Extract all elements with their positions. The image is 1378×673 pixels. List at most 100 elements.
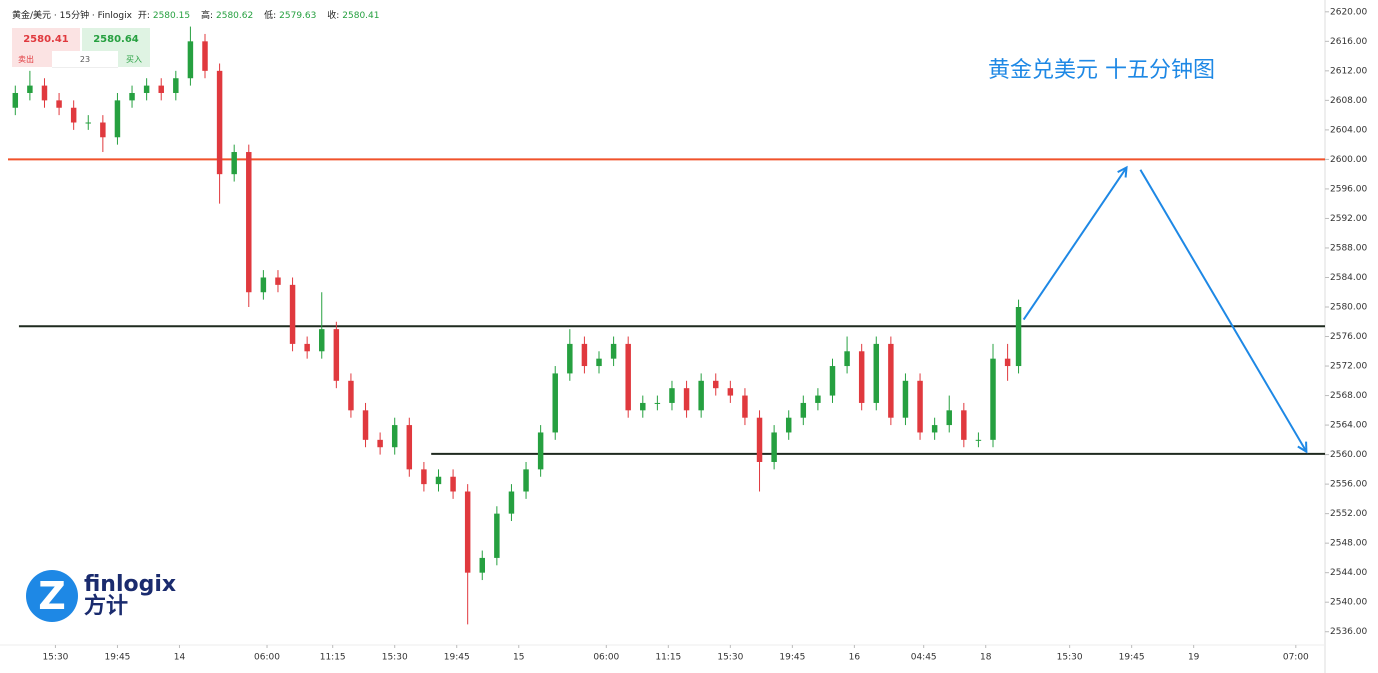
candle-body [742,395,748,418]
y-tick-label: 2592.00 [1330,214,1367,224]
candle-body [815,395,821,403]
y-tick-label: 2584.00 [1330,273,1367,283]
candle-body [114,100,121,138]
x-tick-label: 19:45 [779,653,805,663]
candle-body [391,425,398,448]
quote-box: 2580.41 2580.64 卖出 23 买入 [12,28,150,68]
candle-body [41,85,48,101]
candle-body [508,491,515,514]
y-tick-label: 2544.00 [1330,568,1367,578]
x-tick-label: 07:00 [1283,653,1309,663]
x-tick-label: 19 [1188,653,1200,663]
candle-body [785,417,792,433]
sell-price[interactable]: 2580.41 [12,28,80,51]
candle-body [333,329,340,381]
candle-body [479,557,486,573]
ohlc-value: 2580.41 [342,11,380,21]
x-tick-label: 15:30 [42,653,68,663]
candle-body [246,152,252,293]
candle-body [829,366,836,396]
candle-body [698,380,704,411]
candle-body [406,425,413,470]
candle-body [858,351,865,403]
y-tick-label: 2616.00 [1330,37,1367,47]
y-tick-label: 2564.00 [1330,421,1367,431]
y-tick-label: 2552.00 [1330,509,1367,519]
x-tick-label: 06:00 [254,653,280,663]
candle-body [581,343,588,367]
candle-body [917,380,923,433]
y-tick-label: 2568.00 [1330,391,1367,401]
y-tick-label: 2608.00 [1330,96,1367,106]
candle-body [713,380,719,389]
candle-body [625,343,631,411]
x-tick-label: 04:45 [911,653,937,663]
candle-body [275,277,281,285]
candle-body [683,388,690,411]
candle-body [12,92,19,108]
candle-body [975,439,982,441]
candle-body [362,410,369,440]
candle-body [494,513,500,558]
candle-body [800,402,807,418]
y-tick-label: 2540.00 [1330,598,1367,608]
candle-body [143,85,150,93]
arrow [1139,169,1308,453]
ohlc-label: 低: [264,11,277,21]
y-tick-label: 2612.00 [1330,66,1367,76]
candle-body [435,476,442,485]
candle-body [216,70,223,175]
y-tick-label: 2600.00 [1330,155,1367,165]
candle-body [669,388,675,403]
candle-body [187,41,194,79]
arrow-head [1117,165,1128,178]
candle-body [756,417,763,462]
candle-body [888,343,894,418]
x-tick-label: 16 [849,653,861,663]
candle-body [450,476,456,492]
x-tick-label: 06:00 [593,653,619,663]
y-tick-label: 2556.00 [1330,480,1367,490]
candle-body [85,122,91,124]
y-tick-label: 2580.00 [1330,303,1367,313]
candle-body [348,380,354,411]
candle-body [129,92,135,101]
candle-body [873,343,880,403]
y-tick-label: 2604.00 [1330,125,1367,135]
annotation: 黄金兑美元 十五分钟图 [988,58,1215,83]
ohlc-value: 2580.15 [152,11,191,21]
candle-body [523,469,529,492]
candle-body [610,343,617,359]
sell-button[interactable]: 卖出 [12,51,52,67]
ohlc-label: 开: [137,11,150,21]
candle-body [377,439,383,448]
candle-body [844,351,850,367]
spread: 23 [52,51,118,68]
candle-body [421,469,427,485]
y-tick-label: 2572.00 [1330,362,1367,372]
x-tick-label: 15:30 [382,653,408,663]
candle-body [931,425,938,433]
candle-body [946,410,952,426]
x-tick-label: 11:15 [655,653,681,663]
x-tick-label: 18 [980,653,992,663]
ohlc-value: 2580.62 [216,11,254,21]
candle-body [231,152,237,175]
x-tick-label: 19:45 [444,653,470,663]
arrow [1022,166,1128,321]
candle-body [70,107,77,123]
candle-body [654,402,661,404]
candle-body [961,410,967,440]
buy-price[interactable]: 2580.64 [82,28,150,51]
ohlc-label: 高: [200,11,213,21]
candle-body [173,78,179,93]
candle-body [260,277,267,293]
buy-button[interactable]: 买入 [118,51,150,67]
candle-body [596,358,602,367]
candle-body [464,491,471,573]
ohlc-label: 收: [327,11,340,21]
y-tick-label: 2548.00 [1330,539,1367,549]
arrow-head [1297,441,1308,454]
y-tick-label: 2588.00 [1330,243,1367,253]
